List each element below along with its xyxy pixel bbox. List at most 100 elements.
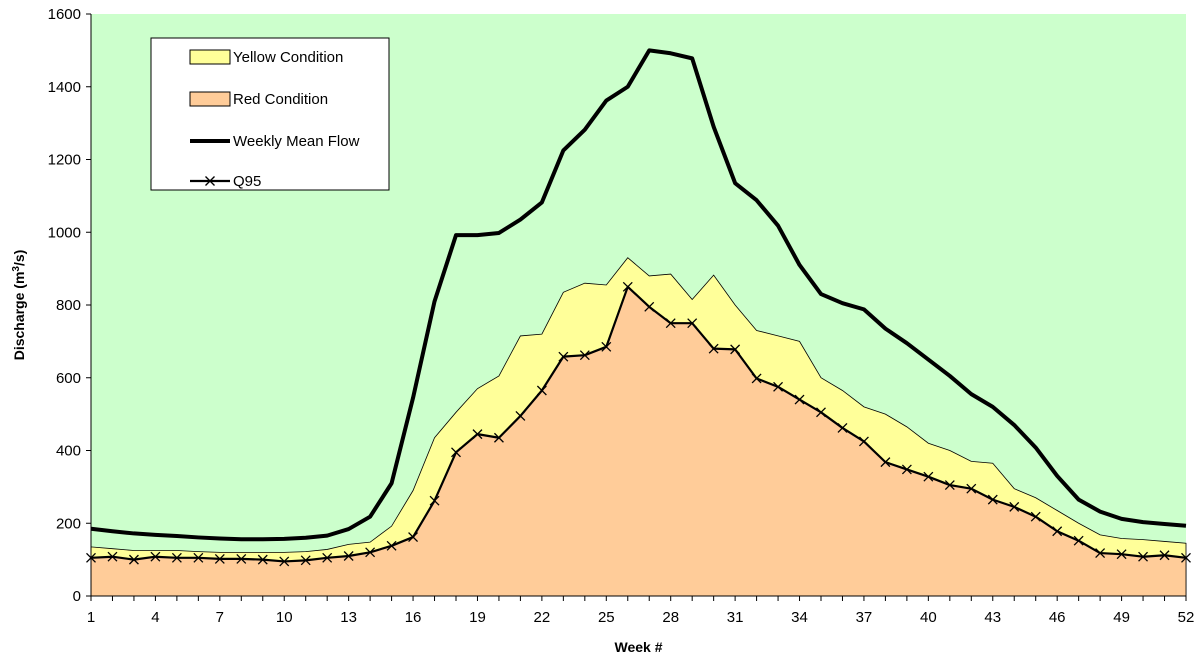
- x-tick-label: 7: [216, 609, 224, 626]
- q95-point: [837, 422, 848, 433]
- q95-point: [171, 552, 182, 563]
- q95-point: [322, 552, 333, 563]
- q95-point: [365, 547, 376, 558]
- line-series-q95: [90, 285, 1187, 563]
- y-axis-title-superscript: 3: [11, 266, 22, 272]
- q95-point: [107, 551, 118, 562]
- legend-item-weekly-mean-flow: Weekly Mean Flow: [190, 133, 360, 150]
- q95-point: [644, 301, 655, 312]
- q95-point: [451, 447, 461, 458]
- y-tick-label: 1600: [48, 6, 81, 23]
- q95-point: [128, 554, 139, 565]
- q95-point: [773, 381, 784, 392]
- line-series-group: [86, 48, 1191, 567]
- q95-point: [730, 344, 741, 355]
- y-tick-label: 1200: [48, 152, 81, 169]
- q95-point: [751, 373, 762, 384]
- q95-point: [429, 495, 440, 506]
- x-tick-label: 13: [340, 609, 357, 626]
- x-tick-label: 1: [87, 609, 95, 626]
- q95-point: [880, 457, 891, 468]
- legend-item-q95: Q95: [190, 173, 261, 190]
- x-axis-ticks: 1 4 7 10 13 16 19 22 25 28 31 34 37 40 43 46 49 52: [87, 596, 1195, 626]
- q95-point: [1116, 549, 1127, 560]
- q95-point: [1073, 535, 1084, 546]
- x-tick-label: 25: [598, 609, 615, 626]
- q95-point: [408, 532, 419, 543]
- q95-point: [472, 429, 483, 440]
- legend-label: Weekly Mean Flow: [233, 133, 360, 150]
- x-tick-label: 31: [727, 609, 744, 626]
- y-axis-ticks: 0 200 400 600 800 1000 1200 1400 1600: [48, 6, 91, 605]
- q95-point: [579, 350, 590, 361]
- q95-point: [923, 471, 934, 482]
- q95-point: [1181, 552, 1191, 563]
- legend-label: Q95: [233, 173, 261, 190]
- legend-swatch: [189, 49, 231, 65]
- q95-point: [858, 436, 869, 447]
- legend-item-yellow-condition: Yellow Condition: [189, 49, 343, 66]
- y-tick-label: 600: [56, 370, 81, 387]
- legend-item-red-condition: Red Condition: [189, 91, 328, 108]
- line-series-weekly-mean-flow: [90, 48, 1187, 542]
- q95-point: [300, 555, 311, 566]
- q95-point: [1138, 551, 1149, 562]
- q95-point: [901, 464, 912, 475]
- q95-point: [536, 385, 547, 396]
- x-tick-label: 37: [856, 609, 873, 626]
- q95-point: [343, 551, 354, 561]
- x-tick-label: 49: [1113, 609, 1130, 626]
- x-tick-label: 46: [1049, 609, 1066, 626]
- q95-point: [1030, 511, 1041, 522]
- x-tick-label: 19: [469, 609, 486, 626]
- y-axis-title-main: Discharge (m: [11, 272, 27, 361]
- q95-point: [944, 480, 955, 491]
- q95-point: [665, 318, 676, 329]
- y-tick-label: 400: [56, 443, 81, 460]
- q95-point: [1159, 550, 1170, 561]
- q95-point: [966, 483, 977, 494]
- q95-point: [257, 554, 268, 565]
- q95-point: [193, 552, 204, 563]
- q95-point: [150, 551, 161, 562]
- q95-point: [708, 343, 719, 354]
- y-tick-label: 1000: [48, 224, 81, 241]
- q95-point: [1052, 526, 1063, 537]
- y-axis-title-end: /s): [11, 250, 27, 266]
- q95-point: [214, 553, 225, 564]
- legend: Yellow Condition Red Condition Weekly Mean…: [150, 37, 390, 191]
- q95-point: [601, 341, 612, 352]
- x-tick-label: 40: [920, 609, 937, 626]
- x-tick-label: 10: [276, 609, 293, 626]
- q95-point: [515, 410, 526, 421]
- x-tick-label: 16: [405, 609, 422, 626]
- x-tick-label: 4: [151, 609, 159, 626]
- x-tick-label: 28: [662, 609, 679, 626]
- y-axis-title: Discharge (m3/s): [11, 250, 28, 361]
- legend-swatch: [189, 91, 231, 107]
- q95-point: [236, 553, 247, 564]
- q95-point: [794, 394, 805, 405]
- y-tick-label: 200: [56, 515, 81, 532]
- y-tick-label: 800: [56, 297, 81, 314]
- q95-point: [987, 494, 998, 505]
- x-axis-title: Week #: [615, 639, 663, 655]
- q95-point: [279, 556, 290, 567]
- q95-point: [1095, 548, 1106, 559]
- legend-label: Yellow Condition: [233, 49, 343, 66]
- legend-label: Red Condition: [233, 91, 328, 108]
- q95-point: [386, 540, 397, 551]
- x-tick-label: 52: [1178, 609, 1195, 626]
- x-tick-label: 34: [791, 609, 808, 626]
- q95-point: [1009, 501, 1020, 512]
- q95-point: [493, 432, 504, 443]
- x-tick-label: 43: [984, 609, 1001, 626]
- q95-point: [816, 407, 826, 418]
- y-tick-label: 1400: [48, 79, 81, 96]
- q95-point: [687, 318, 698, 329]
- q95-point: [558, 351, 569, 362]
- y-tick-label: 0: [73, 588, 81, 605]
- x-tick-label: 22: [534, 609, 551, 626]
- q95-point: [622, 281, 633, 292]
